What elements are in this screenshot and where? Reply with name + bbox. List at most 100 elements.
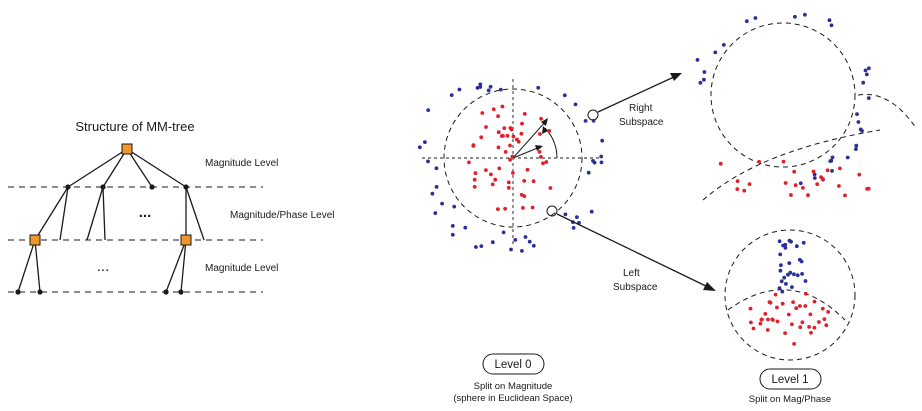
- inner-point: [821, 177, 825, 181]
- inner-point: [541, 161, 545, 166]
- inner-point: [503, 206, 507, 211]
- inner-point: [765, 328, 770, 332]
- outer-point: [591, 118, 596, 123]
- outer-point: [563, 212, 568, 217]
- inner-point: [735, 187, 740, 192]
- outer-point: [713, 50, 718, 55]
- tree-edges: [17, 148, 205, 293]
- inner-point: [767, 300, 772, 304]
- inner-point: [807, 325, 811, 329]
- inner-point: [718, 161, 723, 166]
- inner-point: [792, 342, 796, 346]
- outer-point: [452, 204, 457, 209]
- outer-point: [589, 209, 594, 214]
- outer-point: [794, 244, 799, 249]
- outer-point: [702, 70, 707, 74]
- inner-point: [471, 143, 476, 148]
- inner-point: [803, 304, 808, 308]
- outer-point: [536, 85, 541, 90]
- outer-point: [571, 226, 576, 230]
- inner-point: [505, 133, 510, 138]
- outer-point: [702, 77, 706, 82]
- outer-point: [457, 87, 462, 92]
- inner-point: [548, 186, 553, 190]
- inner-point: [749, 320, 753, 325]
- outer-point: [423, 140, 427, 145]
- outer-point: [779, 263, 783, 268]
- outer-point: [498, 87, 503, 92]
- outer-point: [867, 66, 871, 71]
- inner-point: [751, 326, 756, 331]
- right-subspace-label-line1: Right: [629, 103, 653, 114]
- level0-caption-line2: (sphere in Euclidean Space): [453, 393, 572, 404]
- mag-phase-node-right: [180, 234, 192, 246]
- inner-point: [786, 312, 791, 317]
- outer-point: [562, 93, 567, 98]
- outer-point: [599, 160, 604, 165]
- outer-point: [866, 96, 871, 100]
- inner-point: [539, 155, 543, 159]
- inner-point: [489, 172, 493, 177]
- inner-point: [837, 184, 841, 188]
- inner-point: [824, 323, 829, 328]
- outer-point: [777, 286, 782, 290]
- inner-point: [511, 134, 516, 139]
- inner-point: [783, 181, 788, 185]
- outer-point: [449, 93, 454, 97]
- outer-point: [474, 245, 478, 249]
- level0-radius-vector-1: [512, 120, 547, 159]
- outer-point: [812, 172, 817, 177]
- level0-badge: [482, 353, 545, 375]
- outer-point: [861, 80, 866, 85]
- outer-point: [812, 176, 817, 180]
- outer-point: [698, 80, 703, 85]
- left-subspace-sphere: [724, 229, 856, 361]
- outer-point: [513, 238, 518, 242]
- outer-point: [599, 154, 604, 159]
- inner-point: [520, 121, 524, 126]
- inner-point: [758, 321, 763, 326]
- outer-point: [787, 238, 792, 243]
- inner-point: [760, 317, 764, 322]
- inner-point: [766, 317, 770, 322]
- root-node: [121, 143, 133, 155]
- inner-point: [857, 172, 862, 177]
- outer-point: [858, 127, 863, 132]
- outer-point: [744, 19, 749, 24]
- inner-point: [826, 310, 830, 314]
- outer-point: [520, 249, 524, 253]
- outer-point: [830, 169, 834, 173]
- inner-point: [798, 325, 803, 330]
- inner-point: [479, 135, 484, 140]
- outer-point: [523, 235, 528, 239]
- outer-point: [800, 272, 804, 276]
- inner-point: [747, 182, 752, 187]
- inner-point: [544, 160, 549, 164]
- outer-point: [855, 112, 859, 116]
- inner-point: [792, 169, 797, 174]
- left-subspace-label-line1: Left: [623, 268, 640, 279]
- inner-point: [838, 166, 842, 171]
- left-subspace-arrow: [556, 213, 711, 289]
- right-subspace-points: [695, 12, 871, 198]
- inner-point: [500, 104, 505, 109]
- inner-point: [519, 131, 524, 136]
- tree-title: Structure of MM-tree: [75, 119, 194, 134]
- mag-phase-node-left: [29, 234, 41, 246]
- inner-point: [525, 167, 530, 172]
- inner-point: [503, 150, 508, 154]
- outer-point: [583, 119, 588, 123]
- outer-point: [779, 279, 784, 284]
- outer-point: [479, 244, 484, 249]
- level-label-magnitude-bottom: Magnitude Level: [205, 263, 278, 274]
- right-subspace-view: [695, 12, 917, 201]
- outer-point: [509, 247, 513, 252]
- inner-point: [773, 292, 778, 297]
- inner-point: [783, 331, 787, 335]
- outer-point: [856, 120, 861, 124]
- outer-point: [829, 23, 834, 28]
- inner-point: [522, 112, 527, 116]
- outer-point: [531, 243, 536, 248]
- outer-point: [490, 240, 495, 245]
